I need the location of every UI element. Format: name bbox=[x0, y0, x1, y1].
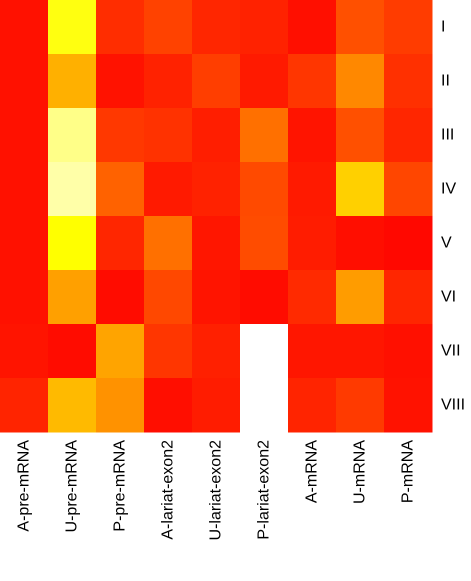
heatmap-cell bbox=[240, 54, 289, 109]
heatmap-cell bbox=[0, 0, 49, 55]
heatmap-cell bbox=[384, 216, 433, 271]
heatmap-cell bbox=[288, 54, 337, 109]
x-tick-label: U-lariat-exon2 bbox=[208, 440, 225, 541]
x-tick-label: U-mRNA bbox=[352, 440, 369, 504]
heatmap-cell bbox=[240, 378, 289, 433]
heatmap-cell bbox=[96, 108, 145, 163]
heatmap-cell bbox=[48, 378, 97, 433]
x-tick-label: P-lariat-exon2 bbox=[256, 440, 273, 540]
heatmap-cell bbox=[144, 270, 193, 325]
heatmap-cell bbox=[192, 0, 241, 55]
heatmap-cell bbox=[0, 324, 49, 379]
heatmap-cell bbox=[144, 162, 193, 217]
heatmap-cell bbox=[288, 162, 337, 217]
heatmap-cell bbox=[336, 270, 385, 325]
heatmap-cell bbox=[384, 378, 433, 433]
heatmap-cells bbox=[0, 0, 433, 433]
y-tick-label: I bbox=[441, 19, 445, 36]
heatmap-cell bbox=[336, 378, 385, 433]
heatmap-cell bbox=[240, 0, 289, 55]
heatmap-cell bbox=[240, 270, 289, 325]
heatmap-cell bbox=[240, 108, 289, 163]
heatmap-cell bbox=[192, 108, 241, 163]
heatmap-cell bbox=[192, 378, 241, 433]
y-tick-label: II bbox=[441, 73, 450, 90]
heatmap-cell bbox=[0, 162, 49, 217]
heatmap-cell bbox=[96, 378, 145, 433]
heatmap-cell bbox=[96, 216, 145, 271]
heatmap-cell bbox=[96, 162, 145, 217]
x-tick-labels: A-pre-mRNA U-pre-mRNA P-pre-mRNA A-lariat-e… bbox=[16, 440, 417, 541]
x-tick-label: A-lariat-exon2 bbox=[160, 440, 177, 540]
heatmap-cell bbox=[192, 162, 241, 217]
heatmap-cell bbox=[0, 108, 49, 163]
heatmap-cell bbox=[384, 54, 433, 109]
y-tick-label: VI bbox=[441, 289, 456, 306]
heatmap-cell bbox=[192, 216, 241, 271]
x-tick-label: U-pre-mRNA bbox=[64, 440, 81, 533]
heatmap-cell bbox=[240, 162, 289, 217]
heatmap-cell bbox=[48, 216, 97, 271]
heatmap-cell bbox=[384, 0, 433, 55]
heatmap-cell bbox=[192, 54, 241, 109]
heatmap-cell bbox=[0, 216, 49, 271]
heatmap-cell bbox=[384, 162, 433, 217]
heatmap-cell bbox=[192, 324, 241, 379]
heatmap-cell bbox=[96, 0, 145, 55]
y-tick-label: VII bbox=[441, 343, 461, 360]
heatmap-cell bbox=[384, 108, 433, 163]
heatmap-cell bbox=[96, 54, 145, 109]
x-tick-label: P-pre-mRNA bbox=[112, 440, 129, 532]
heatmap-cell bbox=[384, 324, 433, 379]
heatmap-cell bbox=[336, 324, 385, 379]
heatmap-cell bbox=[48, 162, 97, 217]
heatmap-cell bbox=[48, 108, 97, 163]
heatmap-cell bbox=[48, 54, 97, 109]
heatmap-cell bbox=[288, 378, 337, 433]
heatmap-cell bbox=[288, 324, 337, 379]
x-tick-label: P-mRNA bbox=[400, 440, 417, 503]
heatmap-cell bbox=[336, 162, 385, 217]
heatmap-cell bbox=[336, 0, 385, 55]
heatmap-cell bbox=[192, 270, 241, 325]
heatmap-cell bbox=[240, 216, 289, 271]
heatmap-cell bbox=[96, 324, 145, 379]
heatmap-cell bbox=[48, 0, 97, 55]
heatmap-cell bbox=[336, 108, 385, 163]
heatmap-cell bbox=[288, 0, 337, 55]
heatmap-cell bbox=[0, 378, 49, 433]
heatmap-cell bbox=[48, 324, 97, 379]
heatmap-cell bbox=[336, 216, 385, 271]
heatmap-cell bbox=[144, 108, 193, 163]
heatmap-cell bbox=[336, 54, 385, 109]
heatmap-cell bbox=[288, 108, 337, 163]
heatmap-cell bbox=[0, 54, 49, 109]
heatmap-cell bbox=[288, 216, 337, 271]
x-tick-label: A-pre-mRNA bbox=[16, 440, 33, 532]
heatmap-cell bbox=[288, 270, 337, 325]
heatmap-cell bbox=[144, 324, 193, 379]
heatmap-cell bbox=[0, 270, 49, 325]
heatmap-cell bbox=[48, 270, 97, 325]
y-tick-label: V bbox=[441, 235, 452, 252]
y-tick-label: IV bbox=[441, 181, 456, 198]
heatmap-cell bbox=[144, 378, 193, 433]
x-tick-label: A-mRNA bbox=[304, 440, 321, 503]
y-tick-label: III bbox=[441, 127, 454, 144]
heatmap-cell bbox=[96, 270, 145, 325]
heatmap-cell bbox=[144, 0, 193, 55]
heatmap-cell bbox=[144, 216, 193, 271]
y-tick-label: VIII bbox=[441, 397, 465, 414]
heatmap-cell bbox=[240, 324, 289, 379]
heatmap-cell bbox=[384, 270, 433, 325]
heatmap-cell bbox=[144, 54, 193, 109]
